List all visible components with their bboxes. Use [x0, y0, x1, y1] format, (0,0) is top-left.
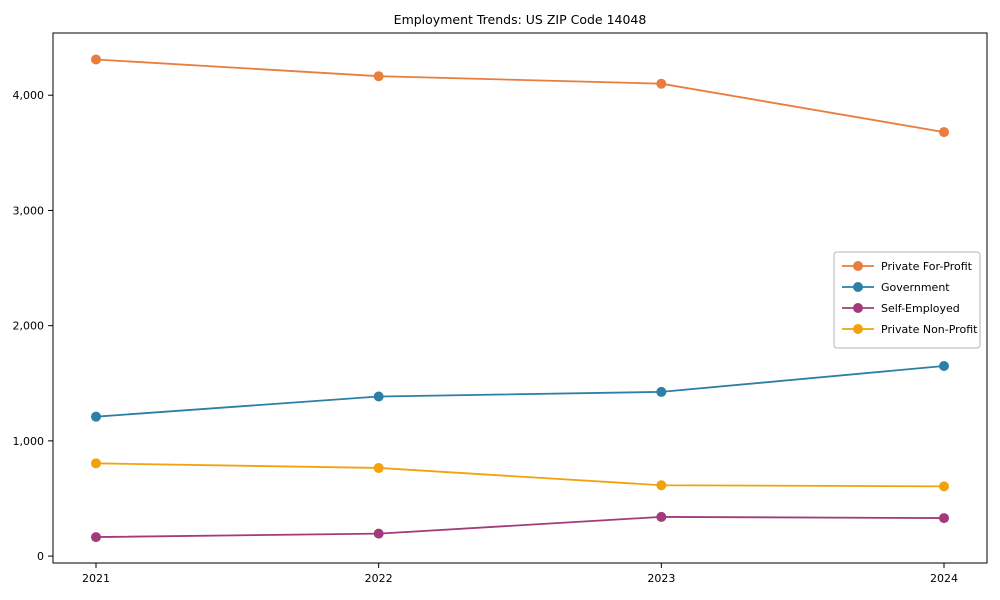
- legend-item-label: Private For-Profit: [881, 260, 973, 273]
- y-axis-tick-label: 4,000: [13, 89, 45, 102]
- plot-frame: [52, 32, 988, 564]
- data-point-private-non-profit-2021: [91, 458, 101, 469]
- x-axis-tick-label: 2022: [365, 572, 393, 585]
- y-axis-tick-label: 0: [37, 550, 44, 563]
- legend-marker-icon: [853, 282, 863, 292]
- x-axis-tick-label: 2021: [82, 572, 110, 585]
- series-line-government: [95, 365, 945, 418]
- chart-title: Employment Trends: US ZIP Code 14048: [394, 12, 647, 27]
- series-line-self-employed: [95, 516, 945, 538]
- data-point-self-employed-2023: [656, 511, 667, 522]
- series-line-private-non-profit: [95, 462, 945, 488]
- data-point-private-non-profit-2023: [656, 480, 667, 491]
- x-axis-tick-label: 2023: [647, 572, 675, 585]
- data-point-private-non-profit-2024: [939, 481, 949, 492]
- legend-marker-icon: [853, 303, 863, 313]
- data-point-private-non-profit-2022: [373, 462, 384, 473]
- series-line-private-for-profit: [95, 58, 945, 133]
- legend-item-label: Self-Employed: [881, 302, 960, 315]
- legend-box: [833, 251, 981, 349]
- data-point-government-2022: [373, 391, 384, 402]
- legend-item-label: Private Non-Profit: [881, 323, 978, 336]
- data-point-government-2023: [656, 386, 667, 397]
- data-point-self-employed-2022: [373, 528, 384, 539]
- data-point-private-for-profit-2023: [656, 78, 667, 89]
- data-point-private-for-profit-2024: [939, 127, 949, 138]
- legend-item-label: Government: [881, 281, 950, 294]
- y-axis-tick-label: 2,000: [13, 320, 45, 333]
- data-point-self-employed-2021: [91, 532, 101, 543]
- y-axis-tick-label: 3,000: [13, 204, 45, 217]
- x-axis-tick-label: 2024: [930, 572, 958, 585]
- data-point-private-for-profit-2022: [373, 71, 384, 82]
- data-point-government-2021: [91, 411, 101, 422]
- data-point-self-employed-2024: [939, 513, 949, 524]
- data-point-government-2024: [939, 360, 949, 371]
- legend-marker-icon: [853, 261, 863, 271]
- data-point-private-for-profit-2021: [91, 54, 101, 65]
- y-axis-tick-label: 1,000: [13, 435, 45, 448]
- legend-marker-icon: [853, 324, 863, 334]
